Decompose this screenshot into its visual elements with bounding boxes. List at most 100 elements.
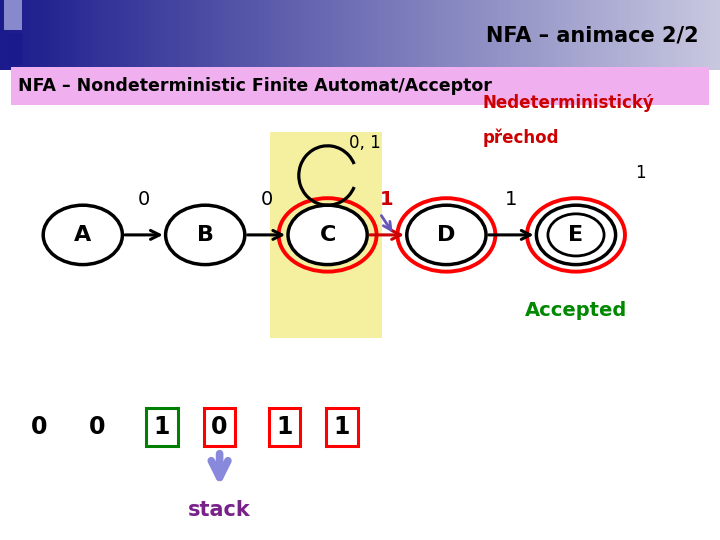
Bar xyxy=(264,0,266,70)
Bar xyxy=(403,0,405,70)
Bar xyxy=(77,0,79,70)
Bar xyxy=(89,0,91,70)
Bar xyxy=(626,0,629,70)
Bar xyxy=(425,0,427,70)
Bar xyxy=(708,0,711,70)
Bar xyxy=(182,0,185,70)
Bar xyxy=(554,0,557,70)
Bar xyxy=(653,0,655,70)
Bar xyxy=(187,0,189,70)
Bar xyxy=(146,408,178,445)
Bar xyxy=(12,0,14,70)
Bar xyxy=(367,0,369,70)
Bar xyxy=(631,0,634,70)
Bar xyxy=(91,0,94,70)
Bar xyxy=(533,0,535,70)
Bar xyxy=(27,0,29,70)
Bar xyxy=(487,0,490,70)
Bar xyxy=(598,0,600,70)
Bar xyxy=(0,0,2,70)
Text: 1: 1 xyxy=(380,190,394,210)
Bar xyxy=(675,0,677,70)
Bar xyxy=(511,0,513,70)
Bar xyxy=(207,0,209,70)
Bar xyxy=(31,0,34,70)
Bar xyxy=(269,408,300,445)
Bar xyxy=(204,408,235,445)
Bar xyxy=(477,0,480,70)
Bar xyxy=(43,0,45,70)
Bar xyxy=(86,0,89,70)
Bar xyxy=(333,0,336,70)
Bar xyxy=(557,0,559,70)
Bar xyxy=(432,0,434,70)
Bar xyxy=(204,0,207,70)
Bar xyxy=(408,0,410,70)
Bar xyxy=(502,0,504,70)
Bar xyxy=(29,0,31,70)
Bar xyxy=(701,0,703,70)
Bar xyxy=(377,0,379,70)
Bar xyxy=(146,0,149,70)
Bar xyxy=(578,0,581,70)
Bar xyxy=(286,0,288,70)
Bar xyxy=(233,0,235,70)
Bar xyxy=(137,0,139,70)
Bar xyxy=(257,0,259,70)
Bar xyxy=(574,0,576,70)
Bar xyxy=(531,0,533,70)
Bar xyxy=(235,0,238,70)
Bar xyxy=(326,408,358,445)
Bar xyxy=(153,0,156,70)
Bar xyxy=(11,68,709,105)
Bar xyxy=(175,0,178,70)
Bar xyxy=(5,0,7,70)
Bar xyxy=(691,0,693,70)
Bar xyxy=(437,0,439,70)
Bar xyxy=(36,0,38,70)
Text: A: A xyxy=(74,225,91,245)
Bar xyxy=(194,0,197,70)
Text: 0: 0 xyxy=(89,415,105,438)
Text: E: E xyxy=(568,225,584,245)
Bar xyxy=(559,0,562,70)
Bar xyxy=(588,0,590,70)
Bar xyxy=(636,0,639,70)
Bar xyxy=(319,0,322,70)
Bar xyxy=(657,0,660,70)
Bar xyxy=(113,0,115,70)
Bar xyxy=(667,0,670,70)
Bar xyxy=(2,0,5,70)
Bar xyxy=(480,0,482,70)
Bar xyxy=(158,0,161,70)
Bar xyxy=(624,0,626,70)
Bar xyxy=(341,0,343,70)
Bar xyxy=(295,0,297,70)
Text: B: B xyxy=(197,225,214,245)
Bar xyxy=(266,0,269,70)
Bar xyxy=(564,0,567,70)
Bar xyxy=(216,0,218,70)
Bar xyxy=(132,0,135,70)
Bar xyxy=(355,0,358,70)
Bar xyxy=(185,0,187,70)
Bar xyxy=(270,132,382,338)
Bar xyxy=(542,0,545,70)
Bar xyxy=(610,0,612,70)
Bar xyxy=(108,0,110,70)
Bar xyxy=(189,0,192,70)
Bar xyxy=(22,0,24,70)
Bar xyxy=(660,0,662,70)
Bar xyxy=(413,0,415,70)
Bar xyxy=(317,0,319,70)
Bar xyxy=(495,0,497,70)
Bar xyxy=(106,0,108,70)
Bar xyxy=(247,0,250,70)
Bar xyxy=(492,0,495,70)
Bar xyxy=(439,0,441,70)
Bar xyxy=(576,0,578,70)
Circle shape xyxy=(407,205,486,265)
Bar xyxy=(389,0,391,70)
Bar xyxy=(94,0,96,70)
Bar xyxy=(463,0,466,70)
